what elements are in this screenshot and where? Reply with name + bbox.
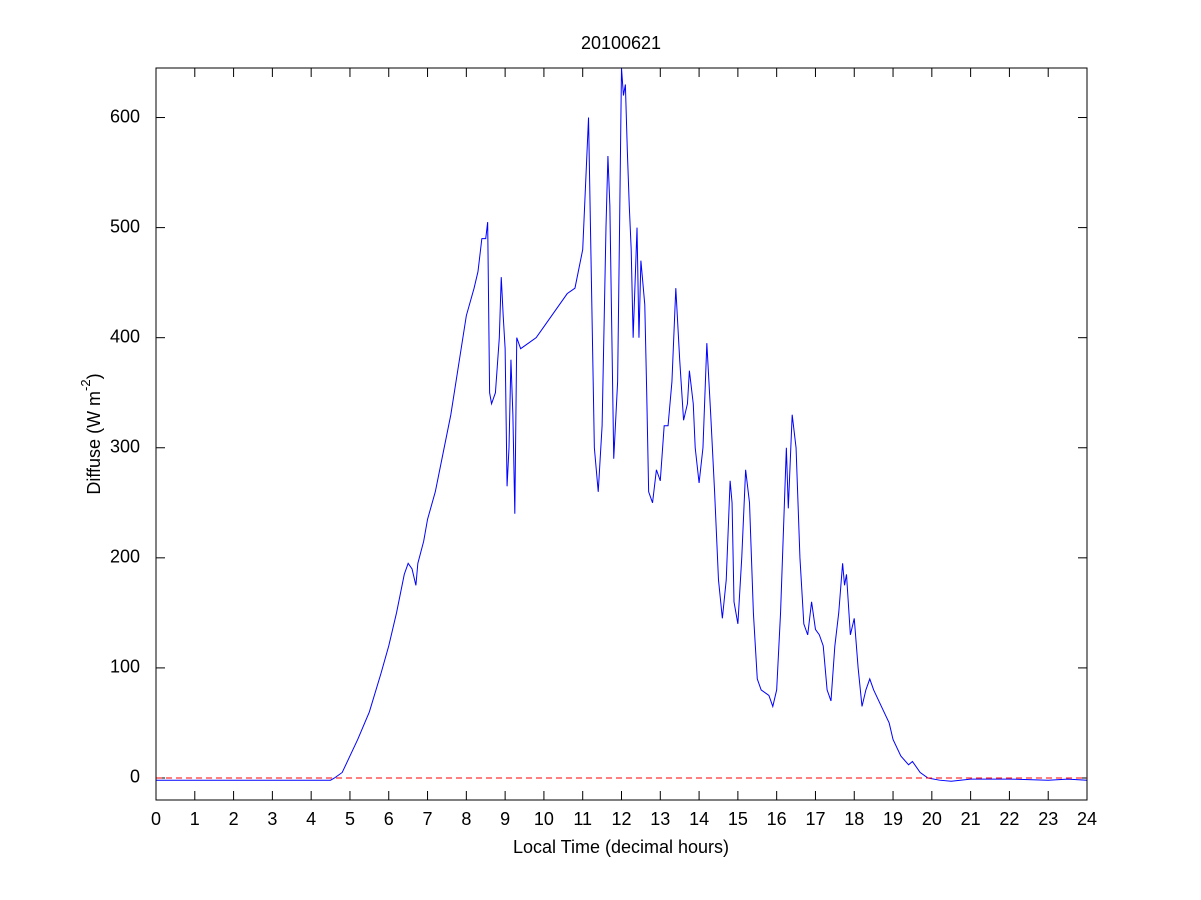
x-tick-label: 5: [345, 809, 355, 829]
y-tick-label: 500: [110, 216, 140, 236]
x-tick-label: 6: [384, 809, 394, 829]
x-tick-label: 9: [500, 809, 510, 829]
x-tick-label: 16: [767, 809, 787, 829]
y-tick-label: 600: [110, 106, 140, 126]
y-tick-label: 300: [110, 437, 140, 457]
x-tick-label: 11: [573, 809, 592, 829]
y-axis-label: Diffuse (W m-2): [78, 373, 103, 494]
y-tick-label: 0: [130, 767, 140, 787]
y-tick-label: 400: [110, 326, 140, 346]
x-tick-label: 13: [650, 809, 670, 829]
x-tick-label: 18: [844, 809, 864, 829]
y-tick-label: 100: [110, 657, 140, 677]
x-tick-label: 3: [267, 809, 277, 829]
y-tick-label: 200: [110, 547, 140, 567]
x-tick-label: 24: [1077, 809, 1097, 829]
x-tick-label: 15: [728, 809, 748, 829]
x-tick-label: 23: [1038, 809, 1058, 829]
x-tick-label: 12: [611, 809, 631, 829]
x-tick-label: 20: [922, 809, 942, 829]
x-tick-label: 17: [805, 809, 825, 829]
x-tick-label: 8: [461, 809, 471, 829]
y-label-superscript: -2: [78, 379, 93, 391]
data-line: [156, 67, 1088, 782]
axes-box: [155, 67, 1088, 801]
y-label-text: Diffuse (W m: [84, 391, 104, 495]
x-tick-label: 2: [229, 809, 239, 829]
x-tick-label: 1: [190, 809, 200, 829]
x-tick-label: 10: [534, 809, 554, 829]
x-tick-label: 0: [151, 809, 161, 829]
chart-title: 20100621: [581, 33, 661, 53]
x-tick-label: 21: [961, 809, 981, 829]
x-tick-label: 7: [423, 809, 433, 829]
x-tick-label: 22: [999, 809, 1019, 829]
y-label-suffix: ): [84, 373, 104, 379]
x-tick-label: 14: [689, 809, 709, 829]
x-axis-label: Local Time (decimal hours): [513, 837, 729, 857]
x-tick-label: 4: [306, 809, 316, 829]
x-tick-label: 19: [883, 809, 903, 829]
